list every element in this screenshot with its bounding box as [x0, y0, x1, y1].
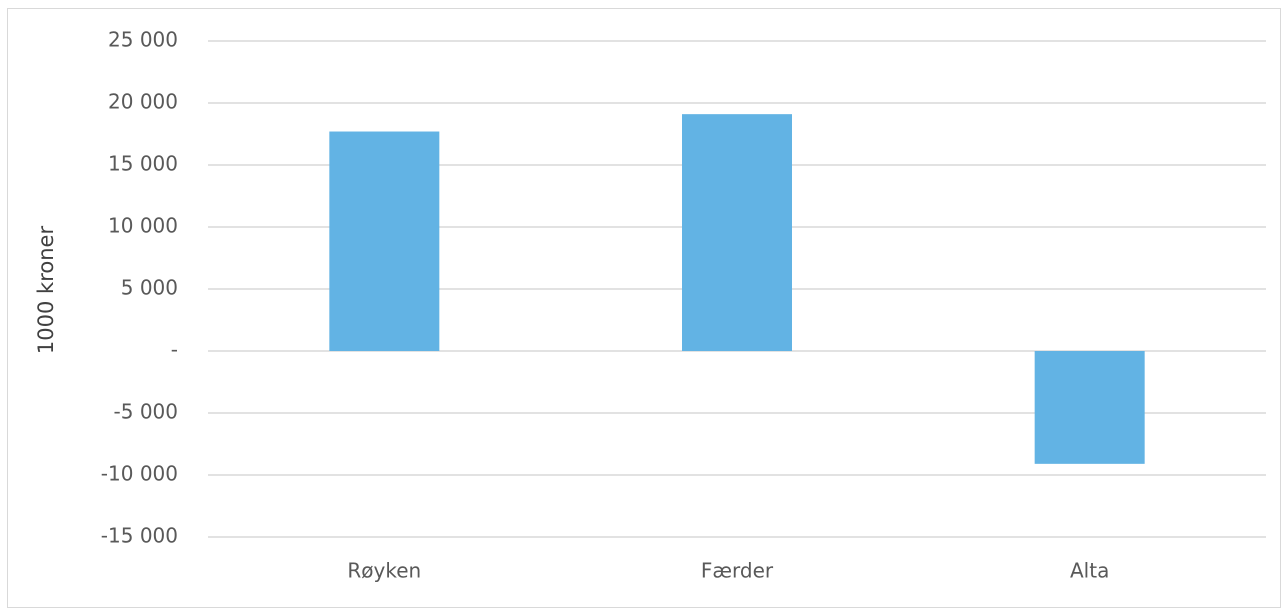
y-tick-label: 10 000: [108, 214, 178, 238]
bars: [329, 114, 1145, 464]
y-tick-label: 20 000: [108, 90, 178, 114]
y-tick-label: 5 000: [121, 276, 178, 300]
y-tick-label: 15 000: [108, 152, 178, 176]
bar-færder: [682, 114, 792, 351]
y-tick-label: -15 000: [101, 524, 178, 548]
y-tick-label: -10 000: [101, 462, 178, 486]
y-tick-labels: 25 000 20 000 15 000 10 000 5 000 - -5 000 -10 …: [101, 28, 178, 548]
x-tick-label: Færder: [701, 559, 774, 583]
y-axis-label: 1000 kroner: [34, 226, 58, 355]
y-tick-label: 25 000: [108, 28, 178, 52]
chart-frame: [7, 8, 1281, 608]
x-tick-label: Røyken: [347, 559, 421, 583]
bar-alta: [1034, 351, 1145, 464]
y-tick-label: -5 000: [114, 400, 178, 424]
bar-røyken: [329, 131, 440, 351]
bar-chart: 25 000 20 000 15 000 10 000 5 000 - -5 000 -10 …: [34, 28, 1266, 583]
x-tick-label: Alta: [1070, 559, 1109, 583]
x-tick-labels: Røyken Færder Alta: [347, 559, 1109, 583]
y-tick-label: -: [171, 338, 178, 362]
